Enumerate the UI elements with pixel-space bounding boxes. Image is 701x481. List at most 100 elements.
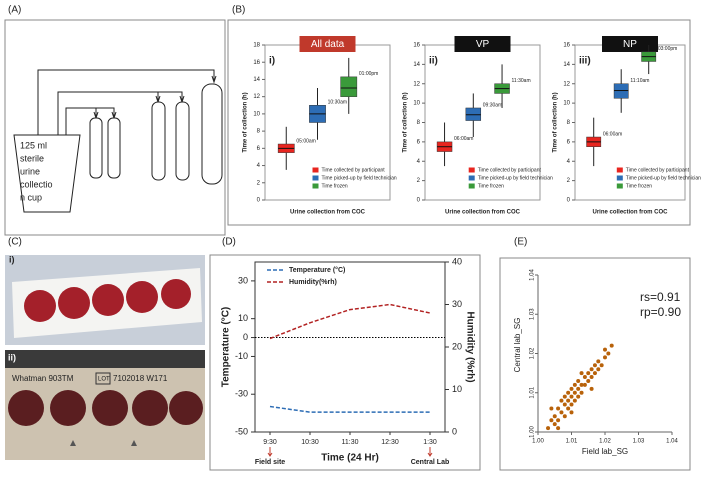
cup-text: n cup <box>20 192 42 202</box>
y-tick-label: 1.01 <box>530 386 536 398</box>
panel-label: (D) <box>222 237 236 248</box>
point <box>562 394 567 399</box>
box-annotation: 09:30am <box>483 102 502 108</box>
box-annotation: 06:00am <box>603 131 622 137</box>
sub-label: ii) <box>429 56 438 67</box>
cup-text: sterile <box>20 153 44 163</box>
x-axis-title: Urine collection from COC <box>290 210 366 216</box>
cup-text: 125 ml <box>20 140 47 150</box>
y-tick-label: 10 <box>238 313 248 323</box>
point <box>589 367 594 372</box>
point <box>603 355 607 360</box>
point <box>589 386 594 391</box>
spots-i <box>24 279 191 322</box>
legend-label: Time frozen <box>626 183 652 189</box>
point <box>556 418 561 423</box>
legend-swatch <box>468 167 475 173</box>
legend-swatch <box>468 175 475 181</box>
x-axis-title: Urine collection from COC <box>592 210 668 216</box>
box <box>340 76 358 97</box>
y-tick-label: 0 <box>257 198 261 204</box>
x-tick-label: 1.02 <box>599 439 611 445</box>
point <box>572 390 577 395</box>
point <box>556 406 561 411</box>
photo-text: 7102018 W171 <box>113 374 168 383</box>
sub-label: iii) <box>579 56 591 67</box>
panel-label: (A) <box>8 5 21 16</box>
y-tick-label: -30 <box>235 389 248 399</box>
legend-label: Time collected by participant <box>478 167 542 173</box>
y-tick-label: 2 <box>417 178 421 184</box>
y-tick-label: 18 <box>253 43 260 49</box>
box-annotation: 01:00pm <box>359 71 378 77</box>
x-tick-label: 10:30 <box>301 439 319 446</box>
point <box>589 375 594 380</box>
legend-label: Time picked-up by field technician <box>322 175 397 181</box>
y-tick-label: 1.03 <box>530 308 536 320</box>
y2-axis-title: Humidity (%rh) <box>464 311 475 382</box>
point <box>562 414 567 419</box>
legend-label: Time collected by participant <box>322 167 386 173</box>
spots-ii <box>8 390 203 426</box>
point <box>576 378 581 383</box>
point <box>603 347 607 352</box>
y-tick-label: -10 <box>235 351 248 361</box>
legend-label: Humidity(%rh) <box>289 279 337 286</box>
title-box <box>299 36 356 52</box>
legend-label: Time collected by participant <box>626 167 690 173</box>
x-tick-label: 1:30 <box>423 439 437 446</box>
y-axis-title: Time of collection (h) <box>243 92 249 152</box>
y-tick-label: 6 <box>417 139 421 145</box>
y2-tick-label: 10 <box>452 384 462 394</box>
y-tick-label: 4 <box>257 163 261 169</box>
point <box>552 414 557 419</box>
legend-swatch <box>312 183 319 189</box>
legend-label: Time picked-up by field technician <box>478 175 553 181</box>
point <box>559 410 564 415</box>
point <box>569 402 574 407</box>
photo-text: Whatman 903TM <box>12 374 74 383</box>
point <box>599 363 604 368</box>
y-tick-label: 4 <box>567 159 571 165</box>
x-axis-title: Time (24 Hr) <box>321 453 379 464</box>
box-annotation: 11:10am <box>630 78 649 84</box>
series-line <box>269 303 431 340</box>
y2-tick-label: 20 <box>452 341 462 351</box>
legend-swatch <box>616 175 623 181</box>
point <box>549 418 554 423</box>
legend-swatch <box>468 183 475 189</box>
y-tick-label: 16 <box>253 60 260 66</box>
x-axis-title: Urine collection from COC <box>445 210 521 216</box>
y-tick-label: 14 <box>253 77 260 83</box>
y-tick-label: 14 <box>563 62 570 68</box>
y-axis-title: Time of collection (h) <box>553 92 559 152</box>
point <box>569 410 574 415</box>
y-tick-label: 0 <box>243 332 248 342</box>
panel-d-frame <box>209 254 481 471</box>
point <box>559 398 564 403</box>
y-tick-label: 0 <box>417 198 421 204</box>
y-tick-label: 12 <box>563 81 570 87</box>
y-tick-label: 8 <box>417 120 421 126</box>
x-tick-label: 1.01 <box>566 439 578 445</box>
point <box>549 406 554 411</box>
legend-label: Time picked-up by field technician <box>626 175 701 181</box>
point <box>566 390 571 395</box>
point <box>609 343 614 348</box>
x-tick-label: 1.03 <box>633 439 645 445</box>
y2-tick-label: 0 <box>452 426 457 436</box>
point <box>562 402 567 407</box>
title-box <box>454 36 511 52</box>
y-tick-label: 6 <box>567 139 571 145</box>
photo-label: ii) <box>8 352 16 362</box>
chart-title: VP <box>476 39 490 50</box>
point <box>556 426 561 431</box>
chart-title: NP <box>623 39 637 50</box>
legend-label: Time frozen <box>322 183 348 189</box>
panel-label: (E) <box>514 237 527 248</box>
y-axis-title: Time of collection (h) <box>403 92 409 152</box>
x-tick-label: 9:30 <box>263 439 277 446</box>
point <box>572 382 577 387</box>
series-line <box>269 405 430 413</box>
